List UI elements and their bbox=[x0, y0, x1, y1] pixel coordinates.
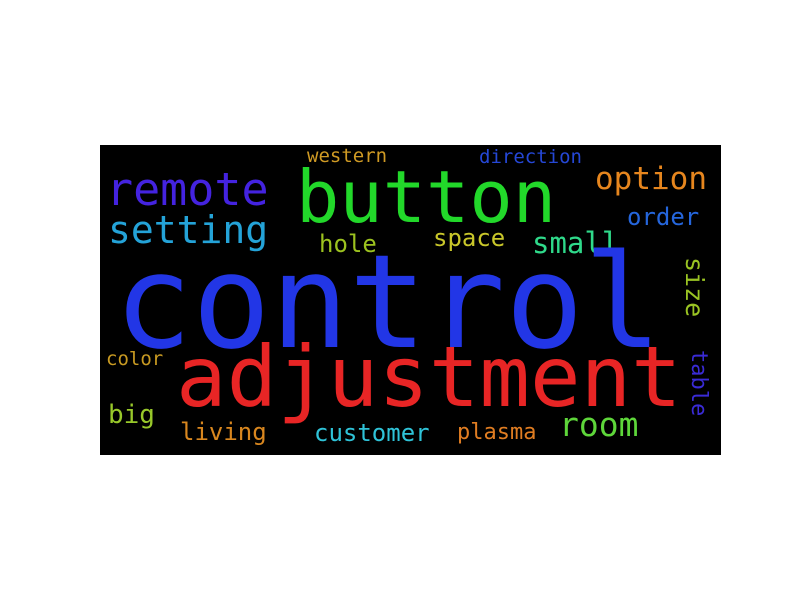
word-remote: remote bbox=[106, 163, 269, 216]
word-small: small bbox=[532, 226, 620, 260]
word-order: order bbox=[627, 203, 700, 231]
word-adjustment: adjustment bbox=[176, 328, 682, 426]
word-customer: customer bbox=[314, 419, 430, 447]
word-hole: hole bbox=[319, 230, 377, 258]
word-direction: direction bbox=[479, 146, 582, 168]
word-size: size bbox=[680, 257, 709, 318]
word-room: room bbox=[559, 405, 639, 444]
word-button: button bbox=[296, 155, 557, 239]
word-cloud: remote button western direction option s… bbox=[100, 145, 721, 455]
word-western: western bbox=[307, 145, 388, 167]
word-big: big bbox=[108, 400, 155, 430]
word-living: living bbox=[180, 418, 267, 446]
word-setting: setting bbox=[108, 208, 269, 252]
word-space: space bbox=[433, 224, 506, 252]
word-option: option bbox=[595, 161, 707, 197]
word-control: control bbox=[114, 226, 662, 378]
word-plasma: plasma bbox=[457, 420, 537, 445]
word-table: table bbox=[686, 350, 711, 417]
word-color: color bbox=[106, 348, 164, 370]
